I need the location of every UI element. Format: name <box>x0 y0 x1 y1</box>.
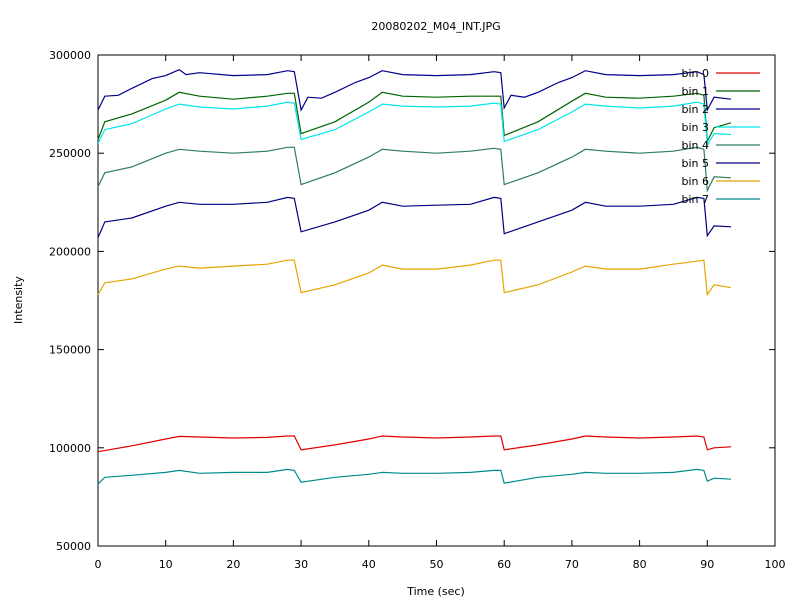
x-tick-label: 20 <box>226 558 240 571</box>
y-tick-label: 250000 <box>49 147 91 160</box>
series-line-bin-0 <box>97 435 732 453</box>
y-axis: 50000 100000 150000 200000 250000 300000 <box>49 49 775 553</box>
chart-title: 20080202_M04_INT.JPG <box>371 20 500 33</box>
x-tick-label: 0 <box>95 558 102 571</box>
x-axis-label: Time (sec) <box>406 585 465 598</box>
x-tick-label: 50 <box>430 558 444 571</box>
legend-label: bin 2 <box>681 103 709 116</box>
legend-label: bin 6 <box>681 175 709 188</box>
x-tick-label: 100 <box>765 558 786 571</box>
y-tick-label: 50000 <box>56 540 91 553</box>
y-tick-label: 300000 <box>49 49 91 62</box>
y-axis-label: Intensity <box>12 276 25 324</box>
legend-label: bin 3 <box>681 121 709 134</box>
y-tick-label: 100000 <box>49 442 91 455</box>
x-tick-label: 60 <box>497 558 511 571</box>
series-line-bin-2 <box>97 69 732 113</box>
x-tick-label: 30 <box>294 558 308 571</box>
legend-label: bin 5 <box>681 157 709 170</box>
legend-label: bin 1 <box>681 85 709 98</box>
y-tick-label: 200000 <box>49 245 91 258</box>
x-tick-label: 70 <box>565 558 579 571</box>
x-tick-label: 40 <box>362 558 376 571</box>
legend-label: bin 4 <box>681 139 709 152</box>
x-axis: 0 10 20 30 40 50 60 70 80 90 100 <box>95 55 786 571</box>
series-group <box>97 69 732 485</box>
x-tick-label: 10 <box>159 558 173 571</box>
x-tick-label: 90 <box>700 558 714 571</box>
series-line-bin-5 <box>97 196 732 238</box>
legend: bin 0 bin 1 bin 2 bin 3 bin 4 bin 5 bin 6 bin 7 <box>681 67 760 206</box>
series-line-bin-7 <box>97 468 732 485</box>
series-line-bin-6 <box>97 259 732 297</box>
legend-label: bin 7 <box>681 193 709 206</box>
series-line-bin-3 <box>97 101 732 148</box>
y-tick-label: 150000 <box>49 344 91 357</box>
series-line-bin-4 <box>97 146 732 193</box>
series-line-bin-1 <box>97 91 732 144</box>
x-tick-label: 80 <box>633 558 647 571</box>
legend-label: bin 0 <box>681 67 709 80</box>
